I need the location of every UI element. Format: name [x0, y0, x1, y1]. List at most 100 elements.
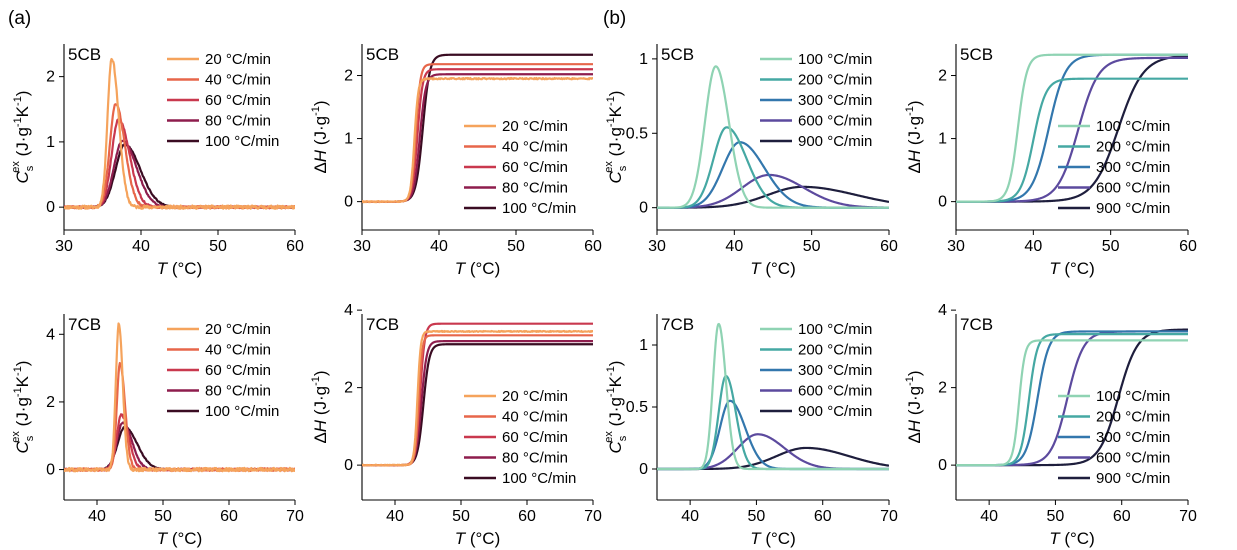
legend: 20 °C/min 40 °C/min 60 °C/min 80 °C/min 100 …	[167, 321, 279, 420]
x-tick-label: 60	[814, 508, 832, 525]
legend: 20 °C/min 40 °C/min 60 °C/min 80 °C/min 100 …	[464, 118, 576, 217]
legend-label: 900 °C/min	[1096, 200, 1170, 217]
series-line	[956, 339, 1188, 467]
series-line	[64, 57, 295, 210]
x-tick-label: 50	[507, 238, 525, 255]
legend-label: 100 °C/min	[502, 470, 576, 487]
x-tick-label: 70	[286, 508, 304, 525]
subplot-b-5cb-h: 30 40 50 60 0 1 2 T (°C) ΔH (J·g-1) 5CB 100 °C/min…	[904, 44, 1197, 278]
x-tick-label: 30	[55, 238, 73, 255]
y-tick-label: 2	[344, 68, 353, 85]
legend-label: 600 °C/min	[1096, 450, 1170, 467]
legend-label: 20 °C/min	[205, 321, 271, 338]
y-tick-label: 2	[938, 68, 947, 85]
y-axis-label: Csex (J·g-1K-1)	[603, 91, 629, 184]
series-line	[362, 76, 593, 204]
x-tick-label: 40	[1024, 238, 1042, 255]
legend-label: 600 °C/min	[1096, 180, 1170, 197]
series-line	[64, 421, 295, 472]
x-tick-label: 40	[980, 508, 998, 525]
legend: 100 °C/min 200 °C/min 300 °C/min 600 °C/min…	[1058, 388, 1170, 487]
series-line	[64, 139, 295, 209]
x-axis-label: T (°C)	[1049, 529, 1095, 548]
x-tick-label: 50	[1047, 508, 1065, 525]
legend-label: 100 °C/min	[798, 51, 872, 68]
legend-label: 200 °C/min	[1096, 139, 1170, 156]
y-tick-label: 0	[46, 462, 55, 479]
legend-label: 60 °C/min	[205, 92, 271, 109]
x-tick-label: 50	[803, 238, 821, 255]
legend-label: 60 °C/min	[205, 362, 271, 379]
x-axis-label: T (°C)	[455, 529, 501, 548]
series-line	[657, 173, 889, 209]
legend-label: 80 °C/min	[502, 180, 568, 197]
legend-label: 80 °C/min	[205, 113, 271, 130]
y-tick-label: 0	[344, 457, 353, 474]
legend-label: 600 °C/min	[798, 383, 872, 400]
legend-label: 100 °C/min	[1096, 118, 1170, 135]
legend-label: 40 °C/min	[205, 342, 271, 359]
subplot-grid: 30 40 50 60 0 1 2 T (°C) Csex (J·g-1K-1) 5CB 20 °C…	[10, 44, 1197, 548]
x-tick-label: 40	[725, 238, 743, 255]
x-tick-label: 60	[220, 508, 238, 525]
y-axis-label: ΔH (J·g-1)	[904, 100, 924, 173]
x-tick-label: 30	[353, 238, 371, 255]
panel-label-b: (b)	[603, 8, 626, 29]
x-tick-label: 30	[947, 238, 965, 255]
subplot-a-5cb-h: 30 40 50 60 0 1 2 T (°C) ΔH (J·g-1) 5CB 20 °C/min 4…	[310, 44, 602, 278]
legend-label: 300 °C/min	[798, 92, 872, 109]
series-line	[362, 329, 593, 467]
y-tick-label: 1	[46, 134, 55, 151]
series-line	[64, 413, 295, 472]
legend-label: 100 °C/min	[205, 133, 279, 150]
series-line	[64, 143, 295, 209]
y-axis-label: ΔH (J·g-1)	[310, 100, 330, 173]
legend: 100 °C/min 200 °C/min 300 °C/min 600 °C/min…	[760, 321, 872, 420]
x-tick-label: 40	[88, 508, 106, 525]
y-axis-label: Csex (J·g-1K-1)	[10, 361, 36, 454]
y-tick-label: 2	[938, 380, 947, 397]
series-line	[657, 322, 889, 471]
y-tick-label: 1	[344, 131, 353, 148]
y-tick-label: 0.5	[626, 125, 648, 142]
x-tick-label: 40	[681, 508, 699, 525]
x-tick-label: 60	[880, 238, 898, 255]
sample-tag: 5CB	[68, 45, 101, 64]
x-tick-label: 70	[1179, 508, 1197, 525]
y-axis-label: ΔH (J·g-1)	[904, 370, 924, 443]
x-axis-label: T (°C)	[157, 529, 203, 548]
series-line	[657, 446, 889, 471]
sample-tag: 7CB	[661, 315, 694, 334]
legend-label: 60 °C/min	[502, 429, 568, 446]
legend-label: 100 °C/min	[502, 200, 576, 217]
sample-tag: 5CB	[366, 45, 399, 64]
legend-label: 40 °C/min	[502, 409, 568, 426]
x-tick-label: 70	[584, 508, 602, 525]
legend-label: 300 °C/min	[1096, 159, 1170, 176]
y-tick-label: 1	[639, 51, 648, 68]
x-tick-label: 40	[386, 508, 404, 525]
x-tick-label: 50	[209, 238, 227, 255]
legend-label: 100 °C/min	[205, 403, 279, 420]
legend-label: 80 °C/min	[205, 383, 271, 400]
legend-label: 40 °C/min	[502, 139, 568, 156]
x-tick-label: 50	[748, 508, 766, 525]
legend-label: 60 °C/min	[502, 159, 568, 176]
legend-label: 200 °C/min	[1096, 409, 1170, 426]
x-tick-label: 50	[1102, 238, 1120, 255]
subplot-b-7cb-h: 40 50 60 70 0 2 4 T (°C) ΔH (J·g-1) 7CB 100 °C/min…	[904, 302, 1197, 548]
y-tick-label: 0	[46, 199, 55, 216]
x-tick-label: 30	[648, 238, 666, 255]
x-tick-label: 40	[430, 238, 448, 255]
y-tick-label: 0	[639, 461, 648, 478]
y-tick-label: 2	[46, 69, 55, 86]
series-line	[956, 53, 1188, 203]
subplot-b-5cb-cp: 30 40 50 60 0 0.5 1 T (°C) Csex (J·g-1K-1) 5CB 100…	[603, 44, 898, 278]
x-tick-label: 60	[518, 508, 536, 525]
legend-label: 100 °C/min	[1096, 388, 1170, 405]
x-axis-label: T (°C)	[455, 259, 501, 278]
x-axis-label: T (°C)	[750, 259, 796, 278]
legend-label: 600 °C/min	[798, 113, 872, 130]
legend-label: 300 °C/min	[1096, 429, 1170, 446]
